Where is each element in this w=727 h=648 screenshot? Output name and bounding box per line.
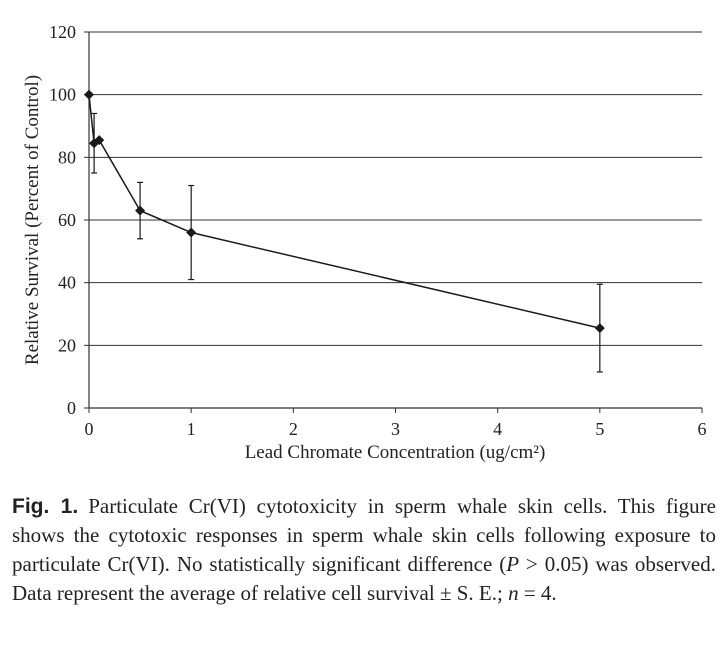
x-axis-ticks: 0 1 2 3 4 5 6 xyxy=(85,408,707,439)
p-symbol: P xyxy=(506,552,520,576)
y-tick-label: 120 xyxy=(49,22,76,42)
data-series xyxy=(84,89,605,373)
x-tick-label: 0 xyxy=(85,419,94,439)
x-tick-label: 6 xyxy=(698,419,707,439)
x-tick-label: 1 xyxy=(187,419,196,439)
y-axis-ticks: 0 20 40 60 80 100 120 xyxy=(49,22,89,418)
data-point-diamond xyxy=(594,323,605,334)
series-line xyxy=(88,94,601,329)
data-point-diamond xyxy=(186,227,197,238)
data-point-diamond xyxy=(84,89,94,100)
figure-caption: Fig. 1. Particulate Cr(VI) cytotoxicity i… xyxy=(12,492,716,608)
x-axis-label: Lead Chromate Concentration (ug/cm²) xyxy=(245,442,546,463)
x-tick-label: 3 xyxy=(391,419,400,439)
y-tick-label: 0 xyxy=(67,398,76,418)
data-point-diamond xyxy=(94,135,105,146)
y-tick-label: 80 xyxy=(58,147,76,167)
caption-text-1: Particulate Cr(VI) cytotoxicity in sperm… xyxy=(12,494,716,576)
x-tick-label: 2 xyxy=(289,419,298,439)
caption-text-2: > 0.05) was observed. Data represent the… xyxy=(12,552,716,605)
line-chart: 0 20 40 60 80 100 120 0 1 2 3 4 5 6 Relative Surviva… xyxy=(22,22,707,463)
y-tick-label: 100 xyxy=(49,85,76,105)
caption-text-3: = 4. xyxy=(518,581,557,605)
y-tick-label: 60 xyxy=(58,210,76,230)
y-axis-label: Relative Survival (Percent of Control) xyxy=(22,75,43,365)
n-symbol: n xyxy=(508,581,519,605)
figure-label: Fig. 1. xyxy=(12,495,79,518)
gridlines xyxy=(89,31,702,346)
data-point-diamond xyxy=(135,205,146,216)
y-tick-label: 40 xyxy=(58,273,76,293)
x-tick-label: 4 xyxy=(493,419,502,439)
x-tick-label: 5 xyxy=(595,419,604,439)
y-tick-label: 20 xyxy=(58,335,76,355)
